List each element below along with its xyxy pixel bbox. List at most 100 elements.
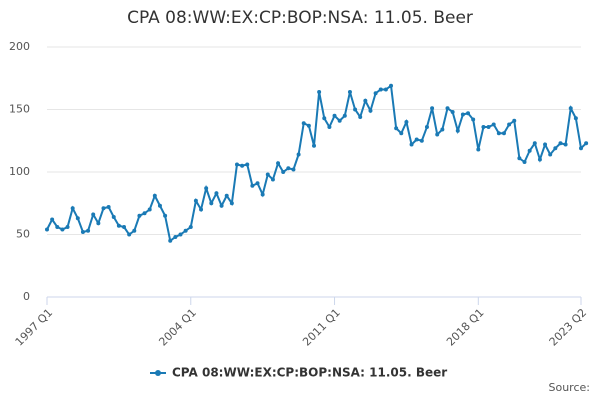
data-point <box>281 170 286 174</box>
data-point <box>132 228 137 233</box>
data-point <box>312 143 316 148</box>
data-point <box>491 122 496 127</box>
data-point <box>291 167 296 172</box>
data-point <box>471 117 476 122</box>
data-point <box>173 235 178 239</box>
data-point <box>276 161 281 166</box>
data-point <box>553 146 558 151</box>
data-point <box>96 221 101 226</box>
x-tick-label: 2004 Q1 <box>156 306 199 349</box>
data-point <box>337 118 342 123</box>
legend-label: CPA 08:WW:EX:CP:BOP:NSA: 11.05. Beer <box>172 366 447 380</box>
data-point <box>558 141 563 146</box>
data-point <box>270 177 275 182</box>
data-point <box>548 152 553 157</box>
data-point <box>399 131 404 136</box>
data-point <box>137 213 142 218</box>
y-tick-label: 100 <box>9 165 30 178</box>
data-point <box>106 205 111 209</box>
data-point <box>101 206 106 211</box>
data-point <box>80 230 85 234</box>
y-tick-label: 50 <box>16 228 30 241</box>
data-point <box>389 83 394 88</box>
data-point <box>86 228 91 233</box>
data-point <box>481 125 486 129</box>
y-tick-label: 150 <box>9 103 30 116</box>
data-point <box>419 138 424 143</box>
data-point <box>152 193 157 198</box>
legend-marker <box>155 370 161 376</box>
data-point <box>368 108 373 113</box>
data-point <box>373 91 378 96</box>
data-point <box>460 112 465 117</box>
data-point <box>455 128 460 133</box>
data-point <box>301 121 306 126</box>
data-point <box>414 137 419 142</box>
data-point <box>240 163 245 168</box>
data-point <box>322 116 327 121</box>
data-point <box>317 90 322 94</box>
data-point <box>183 228 188 233</box>
data-point <box>127 232 132 237</box>
data-point <box>60 227 65 232</box>
data-point <box>199 207 204 212</box>
data-point <box>219 203 224 208</box>
data-point <box>584 141 589 146</box>
data-point <box>142 211 147 216</box>
data-point <box>204 186 209 191</box>
data-point <box>229 201 234 206</box>
data-point <box>409 142 414 147</box>
data-point <box>507 122 512 127</box>
data-point <box>332 113 337 118</box>
data-point <box>486 125 491 129</box>
data-point <box>147 207 152 212</box>
data-point <box>579 146 583 151</box>
data-point <box>327 125 332 129</box>
data-point <box>445 106 450 111</box>
data-point <box>50 217 55 222</box>
data-point <box>70 206 75 211</box>
data-point <box>573 116 578 121</box>
data-point <box>404 120 409 124</box>
data-point <box>116 223 121 228</box>
data-point <box>517 156 522 161</box>
data-point <box>450 110 455 114</box>
data-point <box>157 203 162 208</box>
data-point <box>265 172 270 177</box>
data-point <box>563 142 568 147</box>
data-point <box>383 87 388 92</box>
source: Source: <box>549 381 591 394</box>
data-point <box>501 131 506 136</box>
y-tick-label: 0 <box>23 290 30 303</box>
x-tick-label: 2011 Q1 <box>300 306 343 349</box>
data-point <box>522 160 527 164</box>
data-point <box>188 225 193 229</box>
data-point <box>255 181 260 186</box>
data-point <box>378 87 383 92</box>
data-point <box>476 147 481 152</box>
data-point <box>394 126 399 131</box>
x-tick-label: 2023 Q2 <box>547 306 590 349</box>
data-point <box>286 166 291 171</box>
data-point <box>65 225 70 229</box>
data-point <box>75 216 80 221</box>
data-point <box>260 192 265 197</box>
data-point <box>209 201 214 206</box>
data-point <box>543 142 548 147</box>
data-point <box>224 193 229 198</box>
data-point <box>358 115 363 119</box>
data-point <box>45 227 49 232</box>
data-point <box>178 232 183 237</box>
data-point <box>111 215 116 219</box>
data-point <box>250 183 255 188</box>
data-point <box>168 238 173 243</box>
data-point <box>342 113 347 118</box>
data-point <box>424 125 429 129</box>
data-point <box>353 107 358 112</box>
data-point <box>537 157 542 162</box>
data-point <box>512 118 517 123</box>
data-point <box>234 162 239 167</box>
x-tick-label: 2018 Q1 <box>444 306 487 349</box>
data-point <box>363 98 368 103</box>
